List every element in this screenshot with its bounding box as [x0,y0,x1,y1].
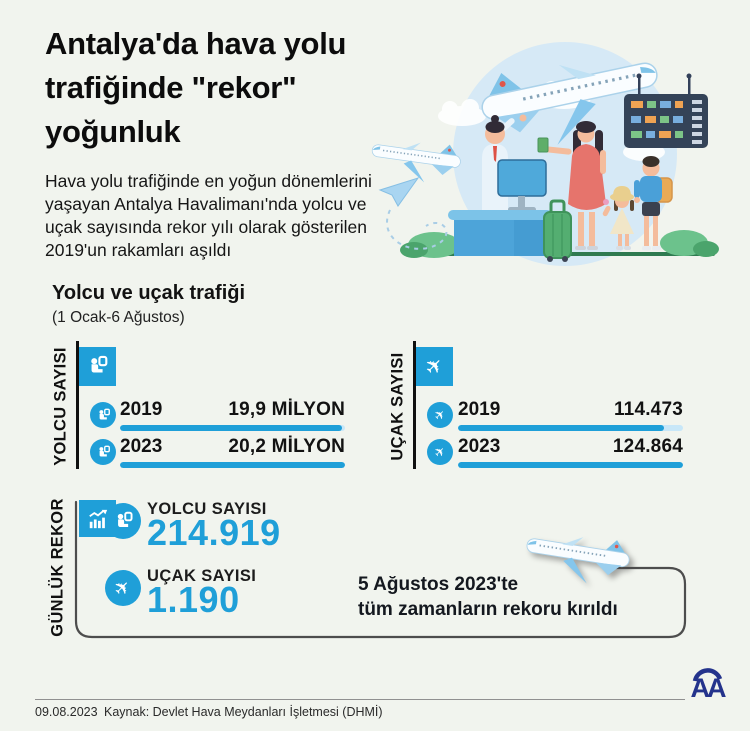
boy-figure [634,156,673,251]
daily-record-label: GÜNLÜK REKOR [48,498,67,637]
paper-plane-doodle [378,177,448,250]
record-panel-outline [74,500,687,639]
footer-date: 09.08.2023 [35,705,98,719]
record-airplane-illustration [521,532,633,590]
airplane-icon: ✈ [427,439,453,465]
page-title-line: trafiğinde "rekor" [45,70,297,105]
value-label: 114.473 [613,399,683,420]
mother-figure [537,121,606,250]
bar-track [458,462,683,468]
passenger-chart-label: YOLCU SAYISI [51,347,70,466]
record-aircraft-label: UÇAK SAYISI [147,567,257,585]
footer-source: Kaynak: Devlet Hava Meydanları İşletmesi… [104,705,383,719]
aircraft-2023-row: 2023 124.864 [458,436,683,468]
bar-fill [458,462,683,468]
bar-track [458,425,683,431]
page-title-line: Antalya'da hava yolu [45,26,347,61]
year-label: 2023 [458,436,501,457]
aircraft-axis-line [413,341,416,469]
value-label: 20,2 MİLYON [228,436,345,457]
year-label: 2019 [458,399,501,420]
airplane-icon: ✈ [416,347,453,386]
page-title-line: yoğunluk [45,114,181,149]
anadolu-agency-logo: AA [691,668,728,703]
record-note: 5 Ağustos 2023'te tüm zamanların rekoru … [358,572,618,622]
record-note-line: tüm zamanların rekoru kırıldı [358,599,618,620]
bar-fill [120,425,342,431]
record-passenger-value: 214.919 [147,512,281,553]
footer-divider [35,699,685,700]
aircraft-2019-row: 2019 114.473 [458,399,683,431]
passenger-2023-row: 2023 20,2 MİLYON [120,436,345,468]
girl-figure [602,186,634,250]
year-label: 2023 [120,436,163,457]
bushes [400,230,719,258]
page-title: Antalya'da hava yolu trafiğinde "rekor" … [45,22,346,154]
aircraft-chart-label: UÇAK SAYISI [388,352,407,461]
airplane-icon: ✈ [105,570,141,606]
checkin-desk [448,159,552,256]
seated-passenger-icon [79,347,116,386]
bar-track [120,425,345,431]
svg-text:AA: AA [691,673,726,703]
airplane-icon: ✈ [427,402,453,428]
seated-passenger-icon [90,439,116,465]
intro-paragraph: Hava yolu trafiğinde en yoğun dönemlerin… [45,171,372,260]
departure-board [624,73,708,148]
bar-track [120,462,345,468]
passenger-axis-line [76,341,79,469]
seated-passenger-icon [105,503,141,539]
record-passenger-label: YOLCU SAYISI [147,500,267,518]
bar-fill [120,462,345,468]
suitcase [543,199,572,262]
seated-passenger-icon [90,402,116,428]
airport-checkin-illustration [367,39,719,266]
passenger-2019-row: 2019 19,9 MİLYON [120,399,345,431]
bar-fill [458,425,665,431]
value-label: 124.864 [612,436,683,457]
year-label: 2019 [120,399,163,420]
section-subtitle: (1 Ocak-6 Ağustos) [52,309,185,326]
record-note-line: 5 Ağustos 2023'te [358,574,519,595]
value-label: 19,9 MİLYON [228,399,345,420]
section-title: Yolcu ve uçak trafiği [52,282,246,304]
record-aircraft-value: 1.190 [147,579,240,620]
